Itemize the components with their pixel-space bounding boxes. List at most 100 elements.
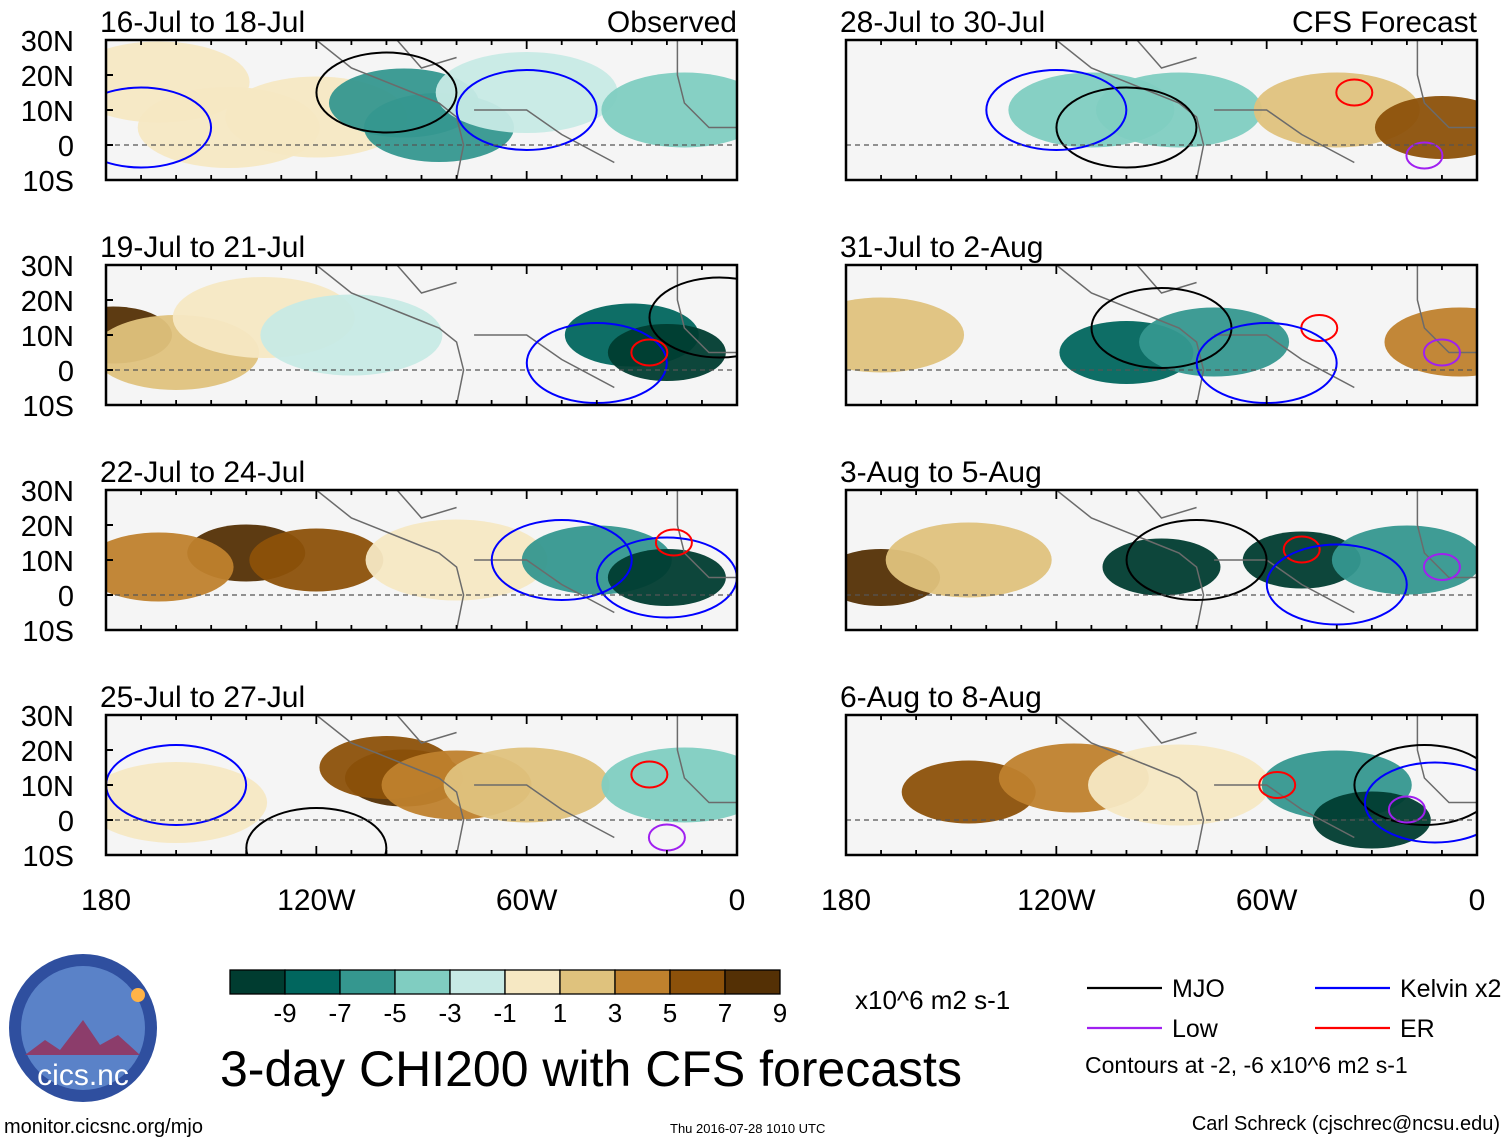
x-tick-label: 0 xyxy=(729,884,746,917)
y-tick-label: 20N xyxy=(21,736,74,768)
panel-period-label: 3-Aug to 5-Aug xyxy=(840,456,1042,489)
coastline xyxy=(315,715,737,855)
panel-1: 16-Jul to 18-Jul Observed xyxy=(100,6,739,182)
contour-kelvin-x2 xyxy=(985,69,1128,151)
contour-mjo xyxy=(1353,744,1477,826)
y-tick-label: 10N xyxy=(21,96,74,128)
contour-kelvin-x2 xyxy=(490,519,633,601)
panel-period-label: 16-Jul to 18-Jul xyxy=(100,6,305,39)
y-tick-label: 10S xyxy=(22,841,74,873)
contour-mjo xyxy=(245,807,388,855)
contour-kelvin-x2 xyxy=(1265,543,1408,626)
colorbar-swatch xyxy=(394,969,451,995)
anomaly-blob xyxy=(846,297,965,373)
legend-item-er: ER xyxy=(1315,1015,1435,1043)
colorbar-label: -3 xyxy=(438,998,461,1028)
y-tick-label: 30N xyxy=(21,26,74,58)
colorbar-label: -9 xyxy=(273,998,296,1028)
panel-3: 22-Jul to 24-Jul xyxy=(100,456,739,632)
anomaly-blob xyxy=(885,522,1052,598)
contour-low xyxy=(1405,141,1444,170)
colorbar-swatch xyxy=(449,969,506,995)
panel-period-label: 6-Aug to 8-Aug xyxy=(840,681,1042,714)
colorbar-label: 1 xyxy=(553,998,567,1028)
legend-label: MJO xyxy=(1172,975,1225,1003)
y-tick-label: 30N xyxy=(21,476,74,508)
contour-mjo xyxy=(648,276,737,359)
x-tick-label: 60W xyxy=(496,884,558,917)
legend-item-kelvin-x2: Kelvin x2 xyxy=(1315,975,1501,1003)
contour-mjo xyxy=(315,51,458,134)
colorbar-label: 7 xyxy=(718,998,732,1028)
colorbar-swatch xyxy=(284,969,341,995)
colorbar-label: -1 xyxy=(493,998,516,1028)
contour-mjo xyxy=(1055,86,1198,169)
contours-note: Contours at -2, -6 x10^6 m2 s-1 xyxy=(1085,1052,1408,1078)
x-tick-label: 0 xyxy=(1469,884,1486,917)
x-tick-label: 60W xyxy=(1236,884,1298,917)
y-tick-label: 30N xyxy=(21,701,74,733)
panel-4: 25-Jul to 27-Jul xyxy=(100,681,739,857)
contour-low xyxy=(1422,338,1461,367)
colorbar-label: 9 xyxy=(773,998,787,1028)
anomaly-blob xyxy=(1096,72,1263,148)
anomaly-blob xyxy=(1102,538,1221,596)
panel-period-label: 28-Jul to 30-Jul xyxy=(840,6,1045,39)
panel-period-label: 31-Jul to 2-Aug xyxy=(840,231,1043,264)
coastline xyxy=(315,265,737,405)
y-tick-label: 0 xyxy=(58,356,74,388)
y-tick-label: 10S xyxy=(22,391,74,423)
colorbar-label: -5 xyxy=(383,998,406,1028)
contour-er xyxy=(1258,771,1297,799)
coastline xyxy=(315,490,737,630)
coastline xyxy=(1055,490,1477,630)
y-tick-label: 10S xyxy=(22,616,74,648)
chart-title: 3-day CHI200 with CFS forecasts xyxy=(220,1041,962,1097)
legend-item-low: Low xyxy=(1087,1015,1219,1043)
coastline xyxy=(1055,265,1477,405)
colorbar-swatch xyxy=(669,969,726,995)
colorbar-label: 3 xyxy=(608,998,622,1028)
contour-er xyxy=(1282,535,1321,564)
contour-kelvin-x2 xyxy=(1363,761,1477,844)
contour-low xyxy=(1422,553,1461,581)
y-tick-label: 20N xyxy=(21,61,74,93)
x-tick-label: 180 xyxy=(821,884,871,917)
coastline xyxy=(315,40,737,180)
logo-mountains xyxy=(25,1020,140,1055)
colorbar-swatch xyxy=(724,969,781,995)
panel-6: 31-Jul to 2-Aug xyxy=(840,231,1479,407)
colorbar-label: 5 xyxy=(663,998,677,1028)
panel-8: 6-Aug to 8-Aug xyxy=(840,681,1479,857)
legend-label: Kelvin x2 xyxy=(1400,975,1501,1003)
y-tick-label: 10N xyxy=(21,321,74,353)
anomaly-blob xyxy=(1374,96,1477,159)
contour-kelvin-x2 xyxy=(455,69,598,151)
legend-item-mjo: MJO xyxy=(1087,975,1225,1003)
colorbar-swatch xyxy=(229,969,286,995)
coastline xyxy=(1055,40,1477,180)
anomaly-blob xyxy=(106,762,268,843)
colorbar-units: x10^6 m2 s-1 xyxy=(855,985,1011,1015)
author-credit[interactable]: Carl Schreck (cjschrec@ncsu.edu) xyxy=(1191,1113,1500,1135)
anomaly-blob xyxy=(249,528,384,592)
panel-5: 28-Jul to 30-Jul CFS Forecast xyxy=(840,6,1479,182)
y-tick-label: 20N xyxy=(21,286,74,318)
contour-mjo xyxy=(1125,519,1268,601)
anomaly-blob xyxy=(1088,744,1271,826)
contour-er xyxy=(630,338,669,367)
y-tick-label: 0 xyxy=(58,131,74,163)
panel-period-label: 19-Jul to 21-Jul xyxy=(100,231,305,264)
source-url[interactable]: monitor.cicsnc.org/mjo xyxy=(4,1116,203,1138)
anomaly-blob xyxy=(607,549,726,606)
legend-label: ER xyxy=(1400,1015,1435,1043)
panel-period-label: 25-Jul to 27-Jul xyxy=(100,681,305,714)
contour-low xyxy=(1387,795,1426,824)
contour-er xyxy=(1335,78,1374,107)
anomaly-blob xyxy=(601,747,737,823)
x-tick-label: 180 xyxy=(81,884,131,917)
y-tick-label: 0 xyxy=(58,581,74,613)
column-label: CFS Forecast xyxy=(1292,6,1478,39)
contour-er xyxy=(630,760,669,789)
